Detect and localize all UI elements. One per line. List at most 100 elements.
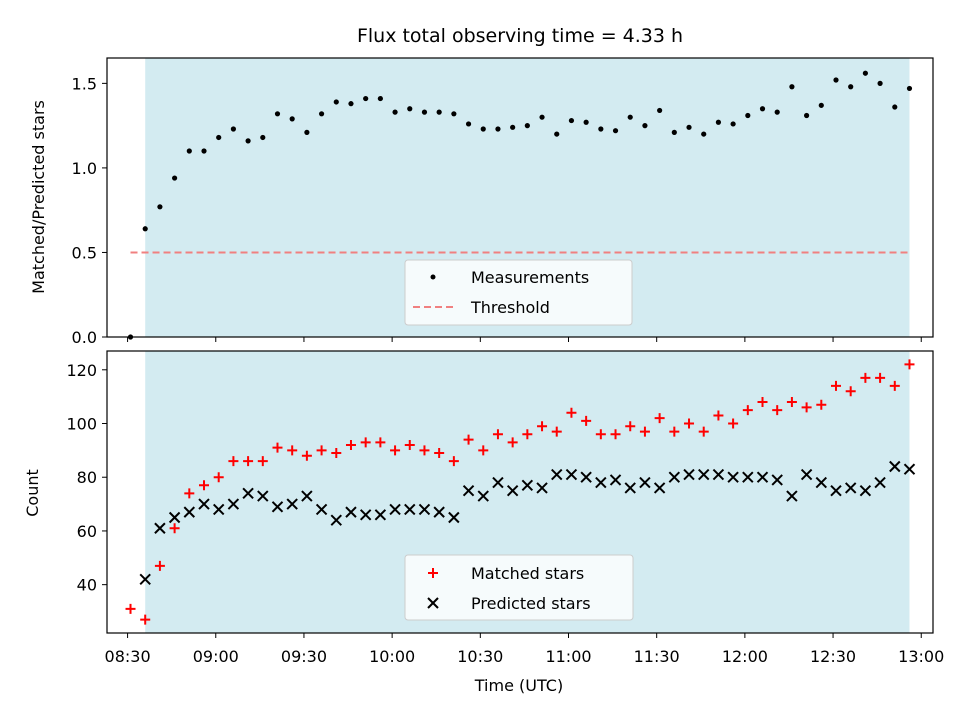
measurement-point [598, 126, 604, 132]
measurement-point [333, 99, 339, 105]
predicted-star-point [448, 511, 460, 524]
matched-star-point [786, 397, 797, 408]
x-tick-label: 11:30 [634, 647, 680, 666]
predicted-star-point [198, 498, 210, 510]
matched-star-point [478, 445, 489, 456]
matched-star-point [184, 488, 195, 499]
predicted-star-point [433, 506, 445, 518]
measurement-point [392, 109, 398, 115]
x-tick-label: 09:00 [193, 647, 239, 666]
predicted-star-point [624, 482, 636, 494]
matched-star-point [669, 426, 680, 437]
y-tick-label: 40 [77, 576, 97, 595]
predicted-star-point [712, 468, 725, 481]
y-tick-label: 80 [77, 468, 97, 487]
matched-star-point [463, 434, 474, 445]
predicted-star-point [844, 482, 857, 494]
predicted-star-point [506, 484, 519, 497]
matched-star-point [228, 456, 239, 467]
predicted-star-point [359, 509, 372, 521]
measurement-point [657, 107, 663, 114]
matched-star-point [889, 380, 900, 391]
predicted-stars-points [139, 460, 916, 585]
predicted-star-point [462, 484, 475, 497]
matched-star-point [301, 450, 312, 461]
predicted-star-point [609, 474, 622, 486]
matched-star-point [581, 415, 592, 426]
measurement-point [862, 70, 868, 76]
predicted-star-point [330, 514, 342, 526]
measurement-point [833, 77, 839, 83]
measurement-point [774, 109, 780, 115]
measurement-point [583, 119, 589, 125]
measurement-point [304, 129, 310, 135]
measurement-point [363, 95, 369, 102]
top-axes-frame [106, 57, 934, 338]
predicted-star-point [418, 503, 431, 516]
chart-title: Flux total observing time = 4.33 h [357, 25, 683, 47]
measurement-point [260, 134, 266, 141]
measurement-point [480, 126, 486, 132]
measurement-point [216, 134, 222, 141]
predicted-star-point [551, 468, 563, 481]
predicted-star-point [771, 474, 783, 486]
matched-star-point [169, 523, 180, 534]
measurement-point [627, 114, 633, 120]
measurement-point [539, 114, 545, 120]
predicted-star-point [683, 468, 695, 481]
y-tick-label: 1.0 [72, 159, 97, 178]
matched-star-point [434, 448, 445, 459]
bottom-legend: Matched stars Predicted stars [404, 554, 634, 621]
measurement-point [730, 121, 736, 127]
predicted-star-point [565, 468, 578, 481]
x-axis-label: Time (UTC) [474, 676, 563, 695]
predicted-star-point [536, 482, 548, 494]
predicted-star-point [374, 509, 387, 521]
bottom-y-ticks: 40 60 80 100 120 [66, 361, 107, 595]
matched-star-point [345, 440, 356, 450]
measurement-point [701, 131, 707, 137]
y-tick-label: 1.5 [72, 74, 97, 93]
measurement-point [510, 124, 516, 130]
matched-star-point [595, 429, 606, 440]
y-tick-label: 100 [66, 415, 97, 434]
matched-star-point [742, 405, 753, 416]
predicted-star-point [889, 460, 901, 473]
measurement-point [906, 85, 913, 92]
bottom-y-axis-label: Count [23, 469, 42, 517]
measurement-point [745, 112, 751, 119]
predicted-star-point [257, 490, 269, 502]
predicted-star-point [227, 498, 240, 510]
predicted-star-point [271, 501, 284, 513]
top-y-axis-label: Matched/Predicted stars [29, 100, 48, 294]
legend-label-threshold: Threshold [470, 298, 550, 317]
predicted-star-point [903, 463, 916, 475]
measurement-point [642, 123, 648, 129]
bottom-legend-box [404, 554, 634, 621]
y-tick-label: 120 [66, 361, 97, 380]
predicted-star-point [874, 476, 886, 489]
matched-star-point [360, 437, 371, 448]
matched-star-point [772, 405, 783, 416]
predicted-star-point [595, 476, 607, 489]
measurement-point [274, 111, 281, 117]
predicted-star-point [212, 503, 225, 516]
matched-star-point [830, 380, 841, 391]
measurement-point [495, 126, 501, 132]
measurement-point [186, 148, 192, 154]
x-tick-label: 13:00 [898, 647, 944, 666]
matched-star-point [757, 397, 768, 408]
predicted-star-point [154, 522, 166, 534]
measurement-point [142, 226, 148, 232]
matched-star-point [331, 448, 342, 459]
matched-star-point [243, 456, 254, 467]
measurement-point [759, 106, 766, 112]
predicted-star-point [815, 476, 828, 489]
matched-star-point [375, 437, 386, 448]
matched-star-point [816, 399, 827, 410]
predicted-star-point [492, 476, 504, 489]
matched-star-point [125, 603, 136, 614]
y-tick-label: 0.0 [72, 328, 97, 347]
predicted-star-point [477, 490, 489, 502]
